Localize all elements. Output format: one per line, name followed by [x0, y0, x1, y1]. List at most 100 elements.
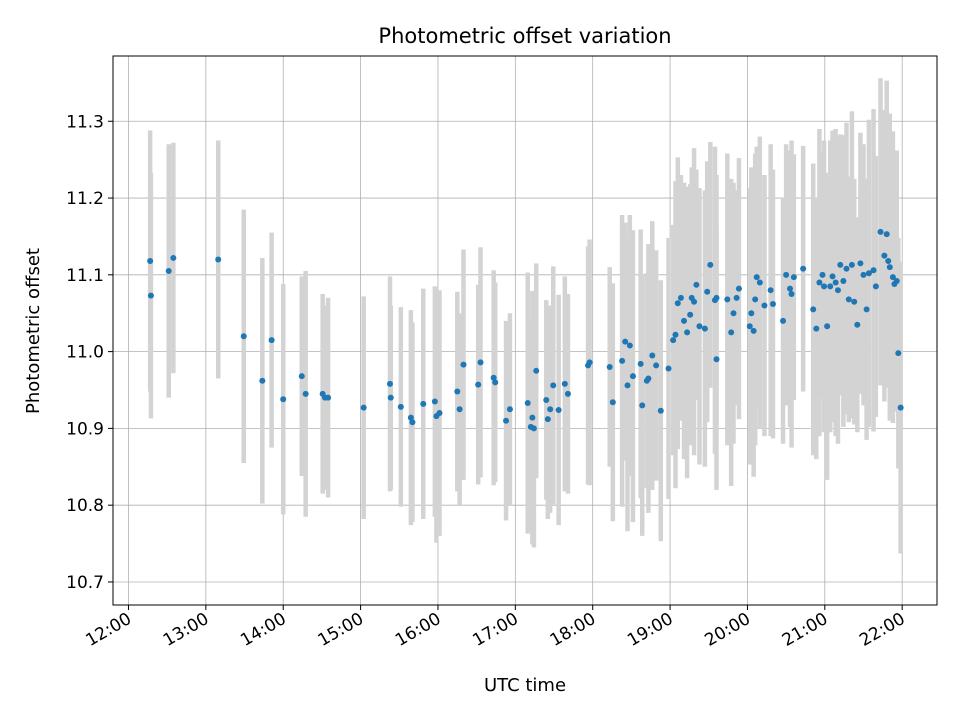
data-point: [885, 258, 892, 265]
data-point: [397, 403, 404, 410]
data-point: [645, 375, 652, 382]
data-point: [436, 410, 443, 417]
data-point: [550, 382, 557, 389]
data-point: [259, 377, 266, 384]
data-point: [786, 285, 793, 292]
data-point: [819, 271, 826, 278]
data-point: [756, 279, 763, 286]
data-point: [503, 417, 510, 424]
data-point: [895, 350, 902, 357]
data-point: [624, 382, 631, 389]
data-point: [897, 404, 904, 411]
data-point: [677, 294, 684, 301]
data-points: [147, 228, 904, 432]
data-point: [810, 306, 817, 313]
data-point: [821, 283, 828, 290]
data-point: [454, 388, 461, 395]
data-point: [609, 399, 616, 406]
data-point: [619, 357, 626, 364]
data-point: [707, 261, 714, 268]
data-point: [524, 400, 531, 407]
data-point: [730, 310, 737, 317]
data-point: [893, 277, 900, 284]
data-point: [883, 231, 890, 238]
data-point: [670, 337, 677, 344]
data-point: [530, 425, 537, 432]
data-point: [767, 287, 774, 294]
data-point: [637, 360, 644, 367]
data-point: [672, 331, 679, 338]
data-point: [420, 400, 427, 407]
data-point: [649, 352, 656, 359]
data-point: [325, 394, 332, 401]
data-point: [431, 398, 438, 405]
data-point: [877, 228, 884, 235]
data-point: [769, 301, 776, 308]
data-point: [724, 296, 731, 303]
data-point: [387, 394, 394, 401]
y-tick-label: 11.0: [66, 343, 104, 363]
data-point: [386, 380, 393, 387]
data-point: [753, 274, 760, 281]
data-point: [713, 356, 720, 363]
data-point: [639, 402, 646, 409]
data-point: [629, 373, 636, 380]
data-point: [360, 404, 367, 411]
data-point: [674, 300, 681, 307]
data-point: [506, 406, 513, 413]
data-point: [298, 373, 305, 380]
data-point: [748, 310, 755, 317]
data-point: [409, 419, 416, 426]
data-point: [848, 261, 855, 268]
data-point: [813, 325, 820, 332]
data-point: [843, 265, 850, 272]
data-point: [889, 274, 896, 281]
data-point: [872, 283, 879, 290]
data-point: [860, 271, 867, 278]
data-point: [854, 321, 861, 328]
data-point: [790, 274, 797, 281]
data-point: [870, 267, 877, 274]
data-point: [783, 271, 790, 278]
chart-title: Photometric offset variation: [378, 24, 671, 48]
data-point: [713, 294, 720, 301]
data-point: [407, 414, 414, 421]
data-point: [704, 288, 711, 295]
data-point: [657, 407, 664, 414]
data-point: [492, 379, 499, 386]
data-point: [653, 362, 660, 369]
data-point: [691, 298, 698, 305]
data-point: [728, 329, 735, 336]
y-tick-label: 10.9: [66, 419, 104, 439]
data-point: [834, 287, 841, 294]
data-point: [215, 256, 222, 263]
data-point: [851, 298, 858, 305]
data-point: [832, 279, 839, 286]
data-point: [816, 279, 823, 286]
data-point: [701, 325, 708, 332]
data-point: [761, 302, 768, 309]
y-axis-ticks: 10.7 10.8 10.9 11.0 11.1 11.2 11.3: [66, 112, 113, 593]
data-point: [857, 260, 864, 267]
y-tick-label: 10.8: [66, 496, 104, 516]
data-point: [687, 311, 694, 318]
data-point: [606, 363, 613, 370]
data-point: [696, 323, 703, 330]
data-point: [477, 359, 484, 366]
y-axis-label: Photometric offset: [23, 248, 44, 414]
y-tick-label: 11.3: [66, 112, 104, 132]
data-point: [268, 337, 275, 344]
data-point: [302, 390, 309, 397]
data-point: [533, 367, 540, 374]
data-point: [881, 252, 888, 259]
data-point: [827, 283, 834, 290]
data-point: [752, 296, 759, 303]
data-point: [170, 254, 177, 261]
data-point: [240, 333, 247, 340]
data-point: [746, 323, 753, 330]
data-point: [800, 265, 807, 272]
data-point: [456, 406, 463, 413]
data-point: [529, 414, 536, 421]
y-tick-label: 10.7: [66, 573, 104, 593]
